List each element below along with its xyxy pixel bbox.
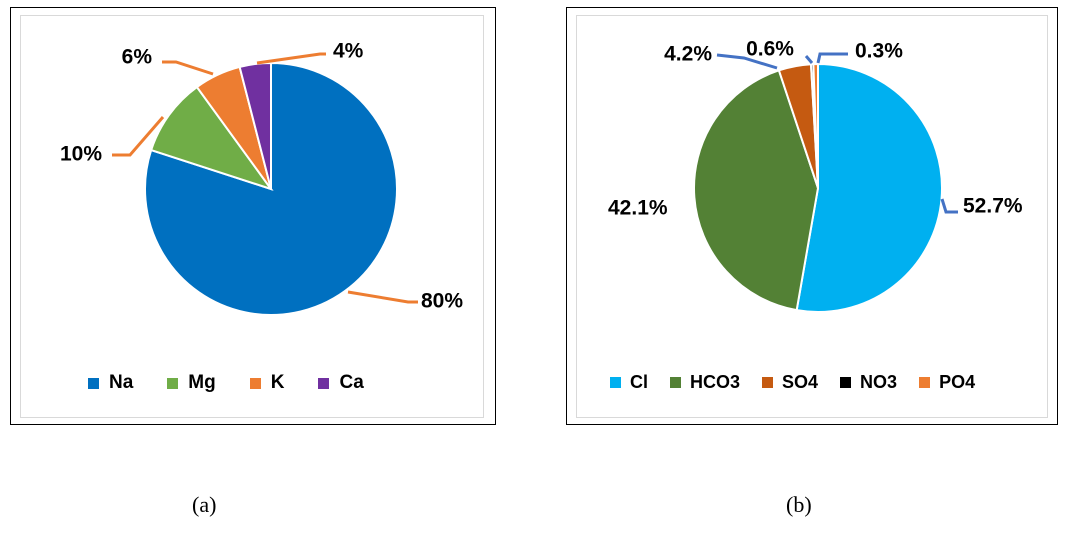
data-label-so4: 4.2% xyxy=(664,43,712,66)
pie-slice-cl xyxy=(795,62,943,313)
legend-label-na: Na xyxy=(109,372,134,393)
chart-a-legend: Na Mg K Ca xyxy=(88,372,364,394)
pie-slice-po4 xyxy=(812,62,819,189)
legend-item-cl: Cl xyxy=(610,372,648,393)
pie-chart-a: 80% 10% 6% 4% xyxy=(60,40,463,316)
data-label-na: 80% xyxy=(421,290,463,313)
legend-item-no3: NO3 xyxy=(840,372,897,393)
chart-b-plot-area xyxy=(576,15,1048,418)
leader-line-mg xyxy=(112,116,165,157)
legend-swatch-ca xyxy=(318,377,330,389)
legend-label-so4: SO4 xyxy=(782,372,819,392)
legend-swatch-so4 xyxy=(762,377,774,388)
leader-line-ca xyxy=(256,52,326,65)
legend-label-mg: Mg xyxy=(188,372,216,393)
legend-swatch-na xyxy=(88,377,99,389)
data-label-no3: 0.3% xyxy=(855,40,903,63)
legend-swatch-po4 xyxy=(919,377,931,388)
legend-label-k: K xyxy=(270,372,285,393)
data-label-hco3: 42.1% xyxy=(608,197,668,220)
legend-item-hco3: HCO3 xyxy=(670,372,740,393)
leader-line-k xyxy=(162,60,214,76)
pie-chart-b: 52.7% 42.1% 4.2% 0.3% 0.6% xyxy=(608,38,1023,313)
pie-slice-ca xyxy=(238,61,272,190)
legend-swatch-k xyxy=(249,377,261,389)
chart-a-plot-area xyxy=(20,15,484,418)
legend-item-k: K xyxy=(249,372,285,394)
legend-item-so4: SO4 xyxy=(762,372,818,393)
legend-swatch-no3 xyxy=(840,377,852,388)
legend-swatch-mg xyxy=(167,377,179,389)
legend-item-po4: PO4 xyxy=(919,372,975,393)
legend-label-no3: NO3 xyxy=(860,372,898,392)
legend-swatch-cl xyxy=(610,377,621,388)
pie-slice-mg xyxy=(149,85,274,191)
data-label-cl: 52.7% xyxy=(963,195,1023,218)
legend-item-na: Na xyxy=(88,372,133,394)
leader-line-so4 xyxy=(716,53,778,70)
leader-line-no3 xyxy=(816,52,848,64)
legend-label-cl: Cl xyxy=(630,372,648,392)
data-label-ca: 4% xyxy=(333,40,364,63)
legend-label-po4: PO4 xyxy=(939,372,976,392)
legend-label-ca: Ca xyxy=(339,372,364,393)
caption-b: (b) xyxy=(786,492,812,517)
data-label-mg: 10% xyxy=(60,143,102,166)
legend-item-mg: Mg xyxy=(167,372,216,394)
data-label-po4: 0.6% xyxy=(746,38,794,61)
legend-label-hco3: HCO3 xyxy=(690,372,741,392)
caption-a: (a) xyxy=(192,492,217,517)
leader-line-po4 xyxy=(804,55,814,64)
leader-line-cl xyxy=(940,198,958,214)
chart-b-legend: Cl HCO3 SO4 NO3 PO4 xyxy=(610,372,997,393)
legend-swatch-hco3 xyxy=(670,377,681,388)
pie-slice-hco3 xyxy=(693,69,820,312)
leader-line-na xyxy=(347,290,418,304)
legend-item-ca: Ca xyxy=(318,372,364,394)
data-label-k: 6% xyxy=(122,46,153,69)
